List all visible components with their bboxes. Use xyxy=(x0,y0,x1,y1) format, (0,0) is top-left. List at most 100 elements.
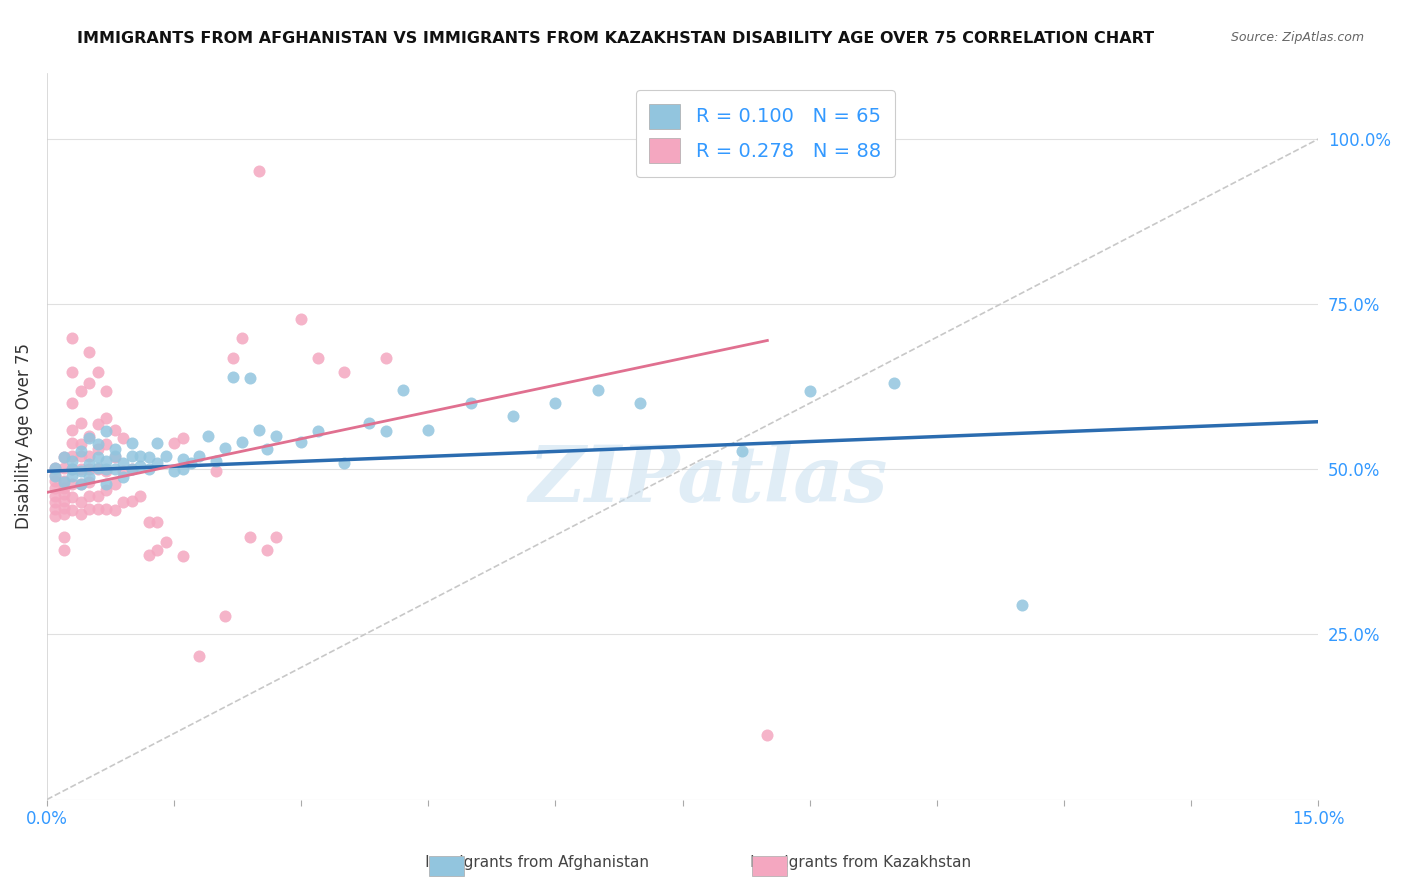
Point xyxy=(121,462,143,476)
Point xyxy=(231,434,253,449)
Point xyxy=(138,548,160,562)
Point xyxy=(96,464,118,478)
Point xyxy=(60,454,83,468)
Point xyxy=(69,384,91,399)
Point xyxy=(883,376,905,391)
Point xyxy=(69,476,91,491)
Y-axis label: Disability Age Over 75: Disability Age Over 75 xyxy=(15,343,32,529)
Point xyxy=(77,489,100,503)
Point xyxy=(172,462,194,476)
Point xyxy=(69,443,91,458)
Point xyxy=(44,461,66,475)
Point xyxy=(77,475,100,490)
Point xyxy=(239,371,262,385)
Point xyxy=(104,423,127,437)
Point xyxy=(214,608,236,623)
Point xyxy=(60,468,83,483)
Point xyxy=(163,464,186,478)
Point xyxy=(418,423,440,437)
Point xyxy=(87,365,110,379)
Point xyxy=(374,351,396,366)
Point xyxy=(44,468,66,483)
Point xyxy=(231,331,253,345)
Point xyxy=(52,450,75,465)
Point xyxy=(77,462,100,476)
Point xyxy=(112,470,135,484)
Point xyxy=(52,487,75,501)
Point xyxy=(44,461,66,475)
Point xyxy=(60,476,83,491)
Point xyxy=(205,454,228,468)
Point xyxy=(52,507,75,521)
Point xyxy=(731,443,754,458)
Point xyxy=(214,441,236,455)
Point xyxy=(104,449,127,463)
Point xyxy=(172,431,194,445)
Point xyxy=(1011,598,1033,612)
Point xyxy=(44,502,66,516)
Point xyxy=(52,450,75,465)
Point xyxy=(172,452,194,467)
Point xyxy=(197,429,219,443)
Point xyxy=(87,417,110,432)
Point xyxy=(256,542,278,557)
Point xyxy=(756,728,779,742)
Point xyxy=(60,503,83,517)
Point xyxy=(87,450,110,465)
Point xyxy=(112,431,135,445)
Point xyxy=(332,365,354,379)
Point xyxy=(138,515,160,529)
Point xyxy=(60,365,83,379)
Point xyxy=(77,449,100,463)
Point xyxy=(104,462,127,476)
Point xyxy=(112,456,135,470)
Point xyxy=(188,648,211,663)
Point xyxy=(69,464,91,478)
Point xyxy=(96,476,118,491)
Text: Source: ZipAtlas.com: Source: ZipAtlas.com xyxy=(1230,31,1364,45)
Point xyxy=(52,461,75,475)
Text: Immigrants from Afghanistan: Immigrants from Afghanistan xyxy=(391,855,650,870)
Point xyxy=(69,507,91,521)
Point xyxy=(77,429,100,443)
Point xyxy=(52,542,75,557)
Point xyxy=(87,442,110,457)
Point xyxy=(146,515,169,529)
Point xyxy=(247,163,270,178)
Text: ZIPatlas: ZIPatlas xyxy=(529,442,887,518)
Text: Immigrants from Kazakhstan: Immigrants from Kazakhstan xyxy=(716,855,972,870)
Point xyxy=(138,450,160,465)
Point xyxy=(180,456,202,470)
Point xyxy=(77,376,100,391)
Point xyxy=(69,449,91,463)
Point xyxy=(155,449,177,463)
Point xyxy=(112,464,135,478)
Point xyxy=(44,474,66,488)
Point xyxy=(69,476,91,491)
Point xyxy=(256,442,278,457)
Point xyxy=(96,424,118,438)
Point xyxy=(60,462,83,476)
Point xyxy=(205,464,228,478)
Point xyxy=(112,495,135,509)
Point xyxy=(52,500,75,515)
Point xyxy=(104,442,127,457)
Point xyxy=(52,474,75,488)
Point xyxy=(460,396,482,410)
Point xyxy=(69,416,91,430)
Point xyxy=(307,351,329,366)
Point xyxy=(222,351,245,366)
Point xyxy=(104,503,127,517)
Point xyxy=(129,489,152,503)
Point xyxy=(307,424,329,438)
Point xyxy=(628,396,651,410)
Point xyxy=(129,449,152,463)
Point xyxy=(104,476,127,491)
Text: IMMIGRANTS FROM AFGHANISTAN VS IMMIGRANTS FROM KAZAKHSTAN DISABILITY AGE OVER 75: IMMIGRANTS FROM AFGHANISTAN VS IMMIGRANT… xyxy=(77,31,1154,46)
Point xyxy=(60,423,83,437)
Point xyxy=(60,449,83,463)
Point xyxy=(146,456,169,470)
Point xyxy=(374,424,396,438)
Point xyxy=(77,431,100,445)
Point xyxy=(44,508,66,523)
